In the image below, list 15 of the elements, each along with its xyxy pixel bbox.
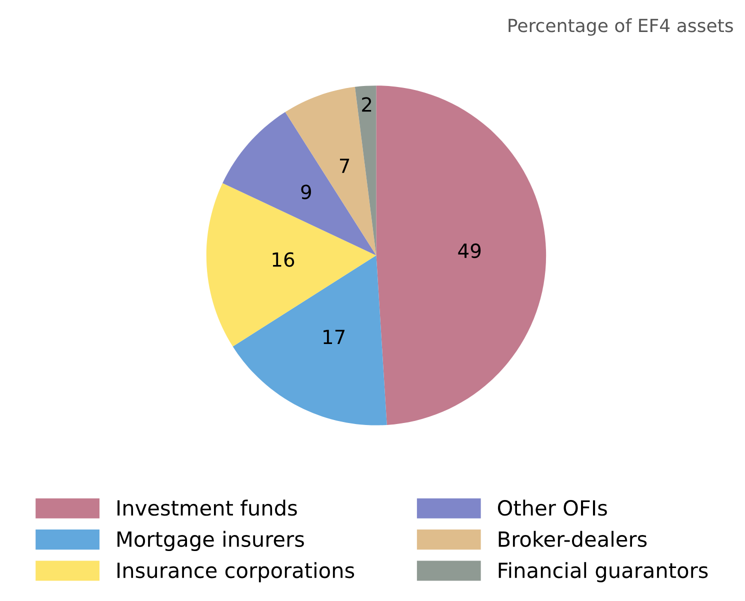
legend-label: Financial guarantors bbox=[498, 562, 708, 582]
data-label: 7 bbox=[340, 158, 350, 173]
chart-subtitle: Percentage of EF4 assets bbox=[508, 18, 733, 36]
legend-label: Mortgage insurers bbox=[118, 530, 304, 552]
data-label: 16 bbox=[272, 252, 294, 267]
legend-label: Insurance corporations bbox=[118, 562, 354, 582]
legend-label: Other OFIs bbox=[498, 500, 607, 516]
pie-slice bbox=[206, 183, 376, 346]
legend-label: Broker-dealers bbox=[498, 530, 647, 548]
data-label: 9 bbox=[301, 184, 311, 200]
pie-slice bbox=[376, 86, 546, 425]
data-label: 49 bbox=[458, 243, 481, 258]
legend-label: Investment funds bbox=[118, 500, 297, 516]
data-label: 2 bbox=[362, 97, 372, 112]
data-label: 17 bbox=[324, 330, 345, 344]
